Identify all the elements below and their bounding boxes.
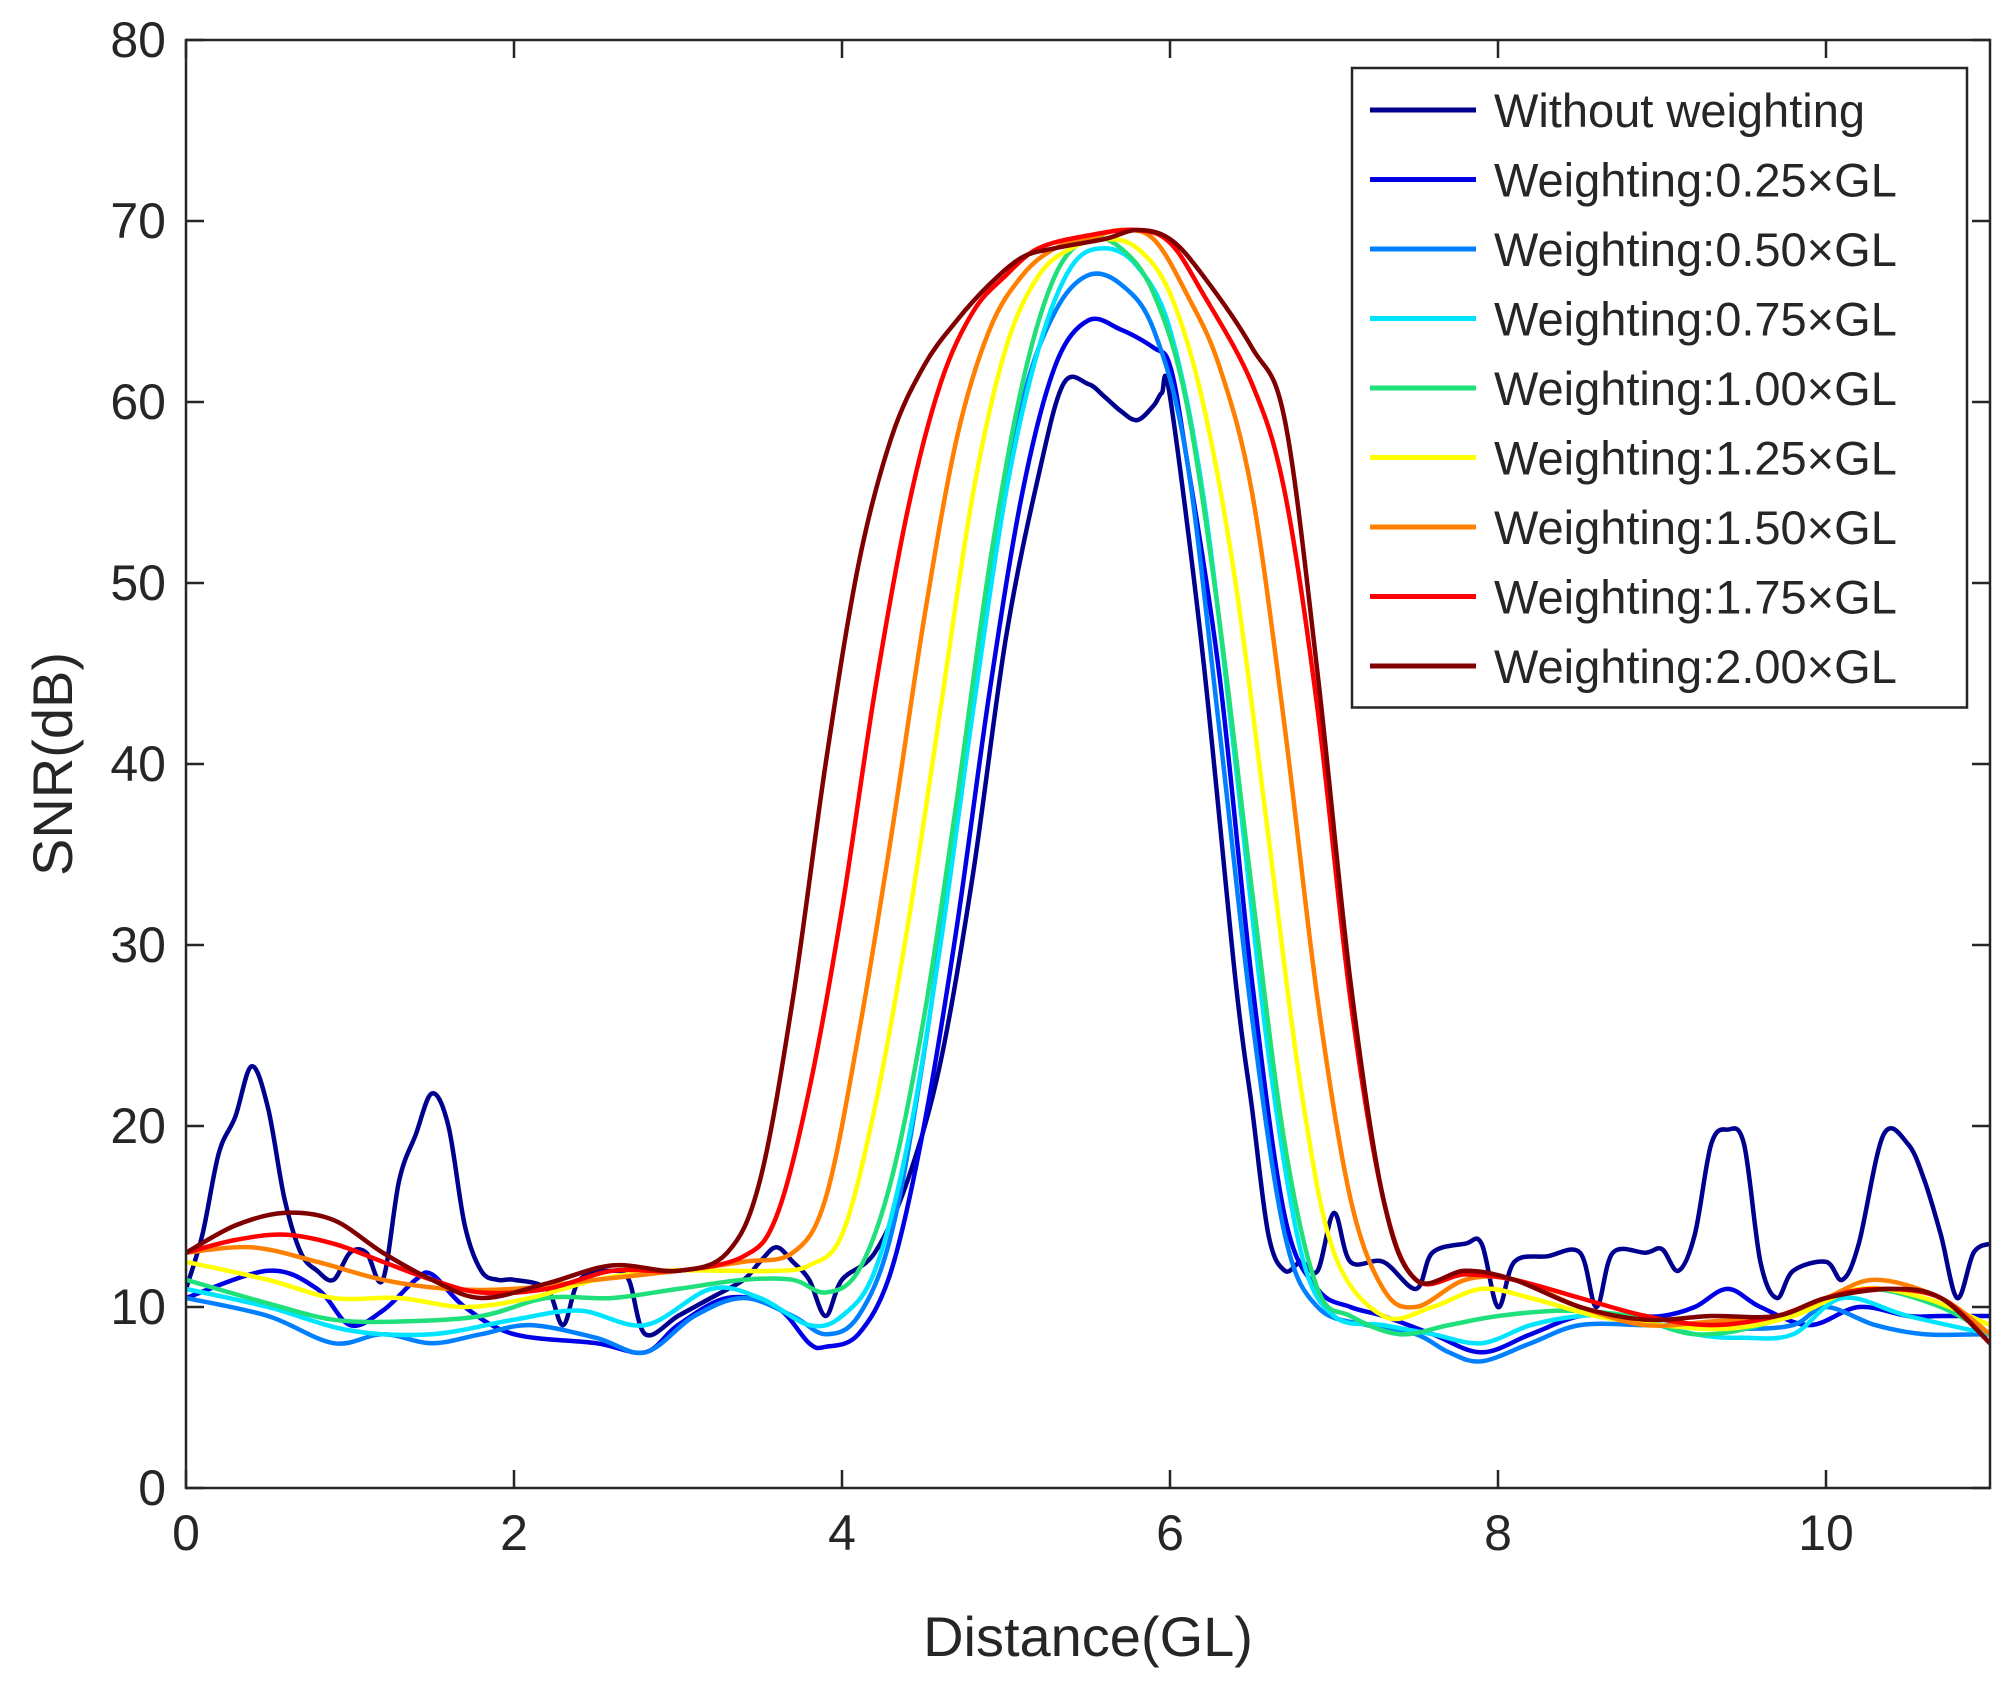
y-tick-label: 0	[138, 1460, 166, 1516]
x-tick-label: 4	[828, 1505, 856, 1561]
x-tick-label: 6	[1156, 1505, 1184, 1561]
series-line-2	[186, 271, 1990, 1364]
legend-label-1: Weighting:0.25×GL	[1494, 154, 1897, 207]
x-tick-label: 2	[500, 1505, 528, 1561]
y-tick-label: 70	[110, 193, 166, 249]
y-tick-label: 50	[110, 555, 166, 611]
legend-label-4: Weighting:1.00×GL	[1494, 362, 1897, 415]
y-tick-label: 10	[110, 1279, 166, 1335]
legend-label-0: Without weighting	[1494, 84, 1865, 137]
y-tick-label: 30	[110, 917, 166, 973]
legend-label-3: Weighting:0.75×GL	[1494, 293, 1897, 346]
legend-label-2: Weighting:0.50×GL	[1494, 223, 1897, 276]
x-tick-label: 0	[172, 1505, 200, 1561]
series-line-0	[186, 373, 1990, 1338]
series-line-8	[186, 227, 1990, 1346]
legend-label-5: Weighting:1.25×GL	[1494, 432, 1897, 485]
legend-label-8: Weighting:2.00×GL	[1494, 640, 1897, 693]
y-tick-label: 80	[110, 12, 166, 68]
series-line-7	[186, 227, 1990, 1346]
y-axis-title: SNR(dB)	[21, 652, 84, 876]
legend-label-7: Weighting:1.75×GL	[1494, 571, 1897, 624]
legend-label-6: Weighting:1.50×GL	[1494, 501, 1897, 554]
y-tick-label: 60	[110, 374, 166, 430]
x-tick-label: 8	[1484, 1505, 1512, 1561]
legend: Without weighting Weighting:0.25×GL Weight…	[1350, 66, 1969, 709]
x-axis-title: Distance(GL)	[923, 1605, 1253, 1668]
axes-layer: 0 2 4 6 8 10 0 10 20 30 40 50 60 70 80	[110, 12, 1992, 1561]
series-line-3	[186, 245, 1990, 1346]
series-layer	[186, 227, 1990, 1364]
x-tick-label: 10	[1798, 1505, 1854, 1561]
y-tick-label: 20	[110, 1098, 166, 1154]
y-tick-label: 40	[110, 736, 166, 792]
